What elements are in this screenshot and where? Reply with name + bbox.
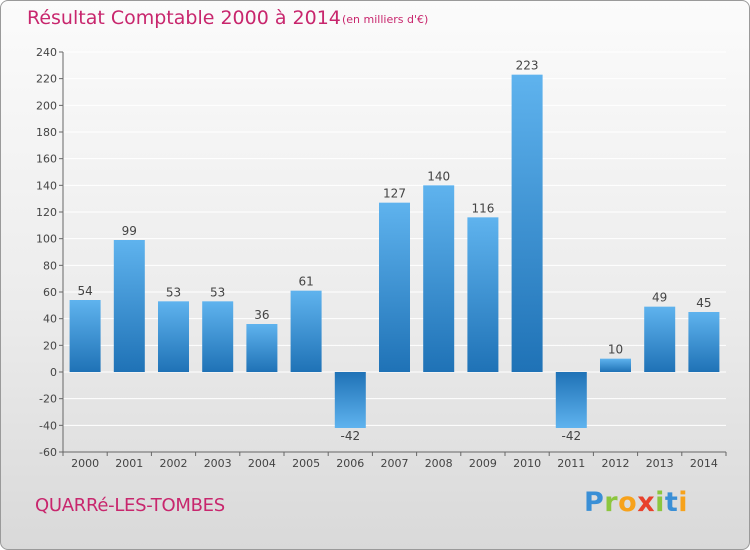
x-tick-label: 2001 bbox=[115, 457, 143, 470]
y-tick-label: -60 bbox=[39, 446, 57, 459]
y-tick-label: 80 bbox=[43, 259, 57, 272]
bar bbox=[69, 300, 101, 372]
x-tick-label: 2007 bbox=[381, 457, 409, 470]
y-tick-label: 100 bbox=[36, 233, 57, 246]
data-label: 127 bbox=[383, 187, 406, 201]
bar bbox=[555, 372, 587, 428]
data-label: 140 bbox=[427, 169, 450, 183]
y-tick-label: -40 bbox=[39, 419, 57, 432]
x-tick-label: 2008 bbox=[425, 457, 453, 470]
bar bbox=[467, 217, 499, 372]
data-label: 116 bbox=[471, 201, 494, 215]
y-tick-label: 160 bbox=[36, 153, 57, 166]
x-tick-label: 2011 bbox=[557, 457, 585, 470]
x-tick-label: 2005 bbox=[292, 457, 320, 470]
y-tick-label: 180 bbox=[36, 126, 57, 139]
y-tick-label: -20 bbox=[39, 393, 57, 406]
x-tick-label: 2004 bbox=[248, 457, 276, 470]
y-tick-label: 0 bbox=[50, 366, 57, 379]
x-tick-label: 2013 bbox=[646, 457, 674, 470]
y-tick-label: 140 bbox=[36, 179, 57, 192]
y-tick-label: 220 bbox=[36, 73, 57, 86]
x-tick-label: 2012 bbox=[602, 457, 630, 470]
data-label: 54 bbox=[77, 284, 92, 298]
logo-letter: i bbox=[655, 487, 665, 518]
x-tick-label: 2000 bbox=[71, 457, 99, 470]
logo-letter: x bbox=[637, 487, 656, 518]
bar bbox=[423, 185, 455, 372]
data-label: 99 bbox=[122, 224, 137, 238]
data-label: 36 bbox=[254, 308, 269, 322]
y-tick-label: 40 bbox=[43, 313, 57, 326]
x-tick-label: 2009 bbox=[469, 457, 497, 470]
proxiti-logo[interactable]: Proxiti bbox=[584, 487, 688, 518]
bar bbox=[688, 312, 720, 372]
bar bbox=[113, 240, 145, 372]
y-tick-label: 240 bbox=[36, 46, 57, 59]
data-label: 53 bbox=[210, 285, 225, 299]
x-tick-label: 2003 bbox=[204, 457, 232, 470]
x-tick-label: 2014 bbox=[690, 457, 718, 470]
bar bbox=[334, 372, 366, 428]
plot-area: -60 -40 -20 0 20 40 60 80 100 120 140 160 180 200 220 2… bbox=[36, 46, 727, 470]
x-tick-label: 2010 bbox=[513, 457, 541, 470]
data-label: -42 bbox=[561, 429, 581, 443]
chart-unit: (en milliers d'€) bbox=[342, 13, 429, 26]
logo-letter: t bbox=[664, 487, 679, 518]
y-tick-label: 120 bbox=[36, 206, 57, 219]
location-name: QUARRé-LES-TOMBES bbox=[35, 495, 225, 516]
data-label: 61 bbox=[298, 275, 313, 289]
bar bbox=[379, 202, 410, 372]
x-tick-label: 2006 bbox=[336, 457, 364, 470]
logo-letter: o bbox=[618, 487, 638, 518]
data-label: 10 bbox=[608, 343, 623, 357]
logo-letter: P bbox=[584, 487, 605, 518]
bar bbox=[158, 301, 189, 372]
bar bbox=[511, 74, 543, 373]
data-label: 49 bbox=[652, 291, 667, 305]
bar bbox=[202, 301, 234, 372]
chart-title: Résultat Comptable 2000 à 2014 bbox=[27, 7, 341, 29]
data-label: 53 bbox=[166, 285, 181, 299]
y-tick-label: 20 bbox=[43, 339, 57, 352]
data-label: -42 bbox=[340, 429, 360, 443]
bar bbox=[600, 358, 631, 372]
y-tick-label: 200 bbox=[36, 99, 57, 112]
x-tick-label: 2002 bbox=[160, 457, 188, 470]
bar bbox=[290, 290, 322, 372]
bar bbox=[644, 306, 676, 372]
data-label: 45 bbox=[696, 296, 711, 310]
data-label: 223 bbox=[516, 59, 539, 73]
bar bbox=[246, 324, 278, 372]
logo-letter: r bbox=[604, 487, 619, 518]
y-tick-label: 60 bbox=[43, 286, 57, 299]
logo-letter: i bbox=[678, 487, 689, 518]
